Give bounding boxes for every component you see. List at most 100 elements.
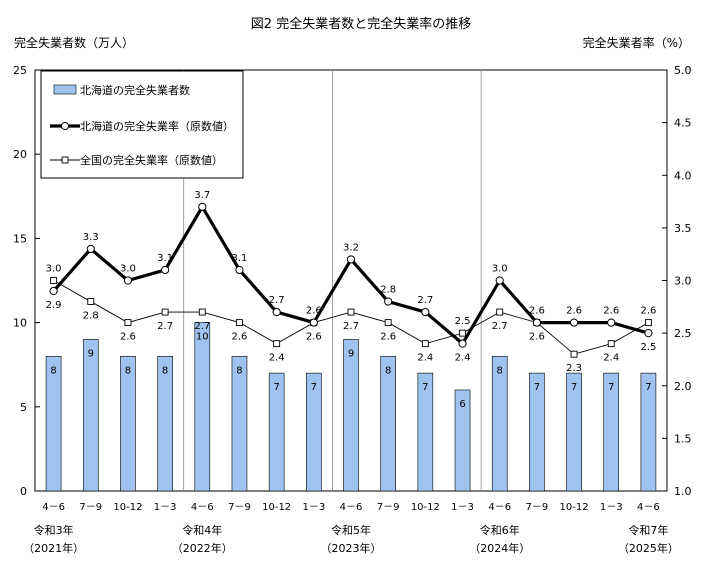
national-rate-label-0: 3.0 <box>46 264 62 275</box>
year-label-3: 令和6年 <box>480 523 520 537</box>
category-label-11: 1－3 <box>451 502 474 513</box>
hokkaido-rate-marker-15 <box>607 318 616 327</box>
left-tick-label-1: 5 <box>20 401 27 414</box>
bar-4 <box>194 322 211 492</box>
bar-8 <box>343 339 359 492</box>
bar-10 <box>417 372 434 492</box>
national-rate-label-11: 2.5 <box>455 316 471 327</box>
hokkaido-rate-label-16: 2.5 <box>640 342 656 353</box>
right-tick-label-2: 2.0 <box>674 380 692 393</box>
category-label-4: 4－6 <box>191 502 214 513</box>
national-rate-marker-2 <box>124 319 132 327</box>
national-rate-label-3: 2.7 <box>157 321 173 332</box>
national-rate-marker-6 <box>273 340 281 348</box>
national-rate-marker-15 <box>607 340 615 348</box>
left-tick-label-0: 0 <box>20 485 27 498</box>
legend-bar-swatch <box>53 84 77 95</box>
category-label-7: 1－3 <box>302 502 325 513</box>
hokkaido-rate-marker-9 <box>384 297 393 306</box>
right-tick-label-5: 3.5 <box>674 222 692 235</box>
left-tick-label-2: 10 <box>13 317 27 330</box>
bar-label-3: 8 <box>162 365 168 376</box>
national-rate-marker-5 <box>236 319 243 327</box>
national-rate-label-1: 2.8 <box>83 311 99 322</box>
bar-label-14: 7 <box>571 382 577 393</box>
hokkaido-rate-marker-5 <box>235 265 244 275</box>
category-label-14: 10-12 <box>560 502 589 513</box>
bar-2 <box>120 355 136 492</box>
hokkaido-rate-label-5: 3.1 <box>232 253 248 264</box>
hokkaido-rate-marker-16 <box>644 329 653 338</box>
right-tick-label-8: 5.0 <box>674 64 692 77</box>
national-rate-marker-16 <box>644 319 652 327</box>
category-label-9: 7－9 <box>377 502 400 513</box>
right-tick-label-1: 1.5 <box>674 432 692 445</box>
hokkaido-rate-marker-1 <box>86 244 95 254</box>
hokkaido-rate-label-1: 3.3 <box>83 232 99 243</box>
year-label-0: 令和3年 <box>34 523 74 537</box>
national-rate-marker-9 <box>384 319 392 327</box>
national-rate-marker-0 <box>50 277 58 284</box>
bar-1 <box>82 339 99 492</box>
bar-label-1: 9 <box>88 348 94 359</box>
hokkaido-rate-marker-2 <box>123 276 133 285</box>
hokkaido-rate-marker-11 <box>458 339 467 348</box>
bar-3 <box>157 355 173 492</box>
national-rate-label-8: 2.7 <box>343 321 359 332</box>
hokkaido-rate-label-2: 3.0 <box>120 264 136 275</box>
hokkaido-rate-label-10: 2.7 <box>417 295 433 306</box>
bar-label-15: 7 <box>608 382 614 393</box>
bar-11 <box>454 389 471 492</box>
hokkaido-rate-label-14: 2.6 <box>566 306 582 317</box>
national-rate-label-15: 2.4 <box>603 353 619 364</box>
hokkaido-rate-marker-14 <box>569 318 579 327</box>
national-rate-marker-4 <box>198 308 206 316</box>
bar-label-8: 9 <box>348 348 354 359</box>
bar-0 <box>45 355 62 492</box>
hokkaido-rate-label-4: 3.7 <box>194 190 210 201</box>
national-rate-label-4: 2.7 <box>194 321 210 332</box>
category-label-8: 4－6 <box>340 502 363 513</box>
national-rate-marker-11 <box>459 329 466 337</box>
bar-label-7: 7 <box>311 382 317 393</box>
national-rate-marker-12 <box>496 308 504 316</box>
legend-label-hokkaido-rate: 北海道の完全失業率（原数値） <box>80 119 234 133</box>
legend-national-marker <box>61 156 69 164</box>
category-label-12: 4－6 <box>488 502 511 513</box>
bar-7 <box>306 372 322 492</box>
national-rate-label-7: 2.6 <box>306 332 322 343</box>
national-rate-label-5: 2.6 <box>232 332 248 343</box>
left-tick-label-5: 25 <box>13 64 27 77</box>
left-tick-label-3: 15 <box>13 232 27 245</box>
category-label-15: 1－3 <box>600 502 623 513</box>
national-rate-label-2: 2.6 <box>120 332 136 343</box>
hokkaido-rate-marker-3 <box>161 265 170 275</box>
bar-label-16: 7 <box>645 382 651 393</box>
hokkaido-rate-label-6: 2.7 <box>269 295 285 306</box>
national-rate-label-9: 2.6 <box>380 332 396 343</box>
year-sublabel-0: （2021年） <box>23 541 84 555</box>
bar-label-4: 10 <box>196 332 209 343</box>
category-label-6: 10-12 <box>262 502 291 513</box>
right-tick-label-6: 4.0 <box>674 169 692 182</box>
hokkaido-rate-marker-0 <box>49 286 58 296</box>
left-tick-label-4: 20 <box>13 148 27 161</box>
legend-hokkaido-marker <box>60 121 70 131</box>
hokkaido-rate-marker-12 <box>495 276 504 285</box>
category-label-16: 4－6 <box>637 502 660 513</box>
hokkaido-rate-label-7: 2.6 <box>306 306 322 317</box>
left-axis-title: 完全失業者数（万人） <box>14 35 134 50</box>
hokkaido-rate-label-11: 2.4 <box>455 353 471 364</box>
bar-9 <box>380 355 396 492</box>
bar-12 <box>491 355 508 492</box>
hokkaido-rate-label-9: 2.8 <box>380 285 396 296</box>
bar-label-11: 6 <box>459 399 465 410</box>
year-sublabel-1: （2022年） <box>172 541 233 555</box>
bar-13 <box>529 372 545 492</box>
hokkaido-rate-label-0: 2.9 <box>46 300 62 311</box>
right-axis-title: 完全失業者率（%） <box>583 35 690 50</box>
national-rate-label-12: 2.7 <box>492 321 508 332</box>
plot-area: 0 5 10 15 20 25 1.0 1.5 2.0 2.5 3.0 3.5 4.0 4.5 5.0 8 9 8… <box>13 64 692 555</box>
year-label-2: 令和5年 <box>331 523 371 537</box>
